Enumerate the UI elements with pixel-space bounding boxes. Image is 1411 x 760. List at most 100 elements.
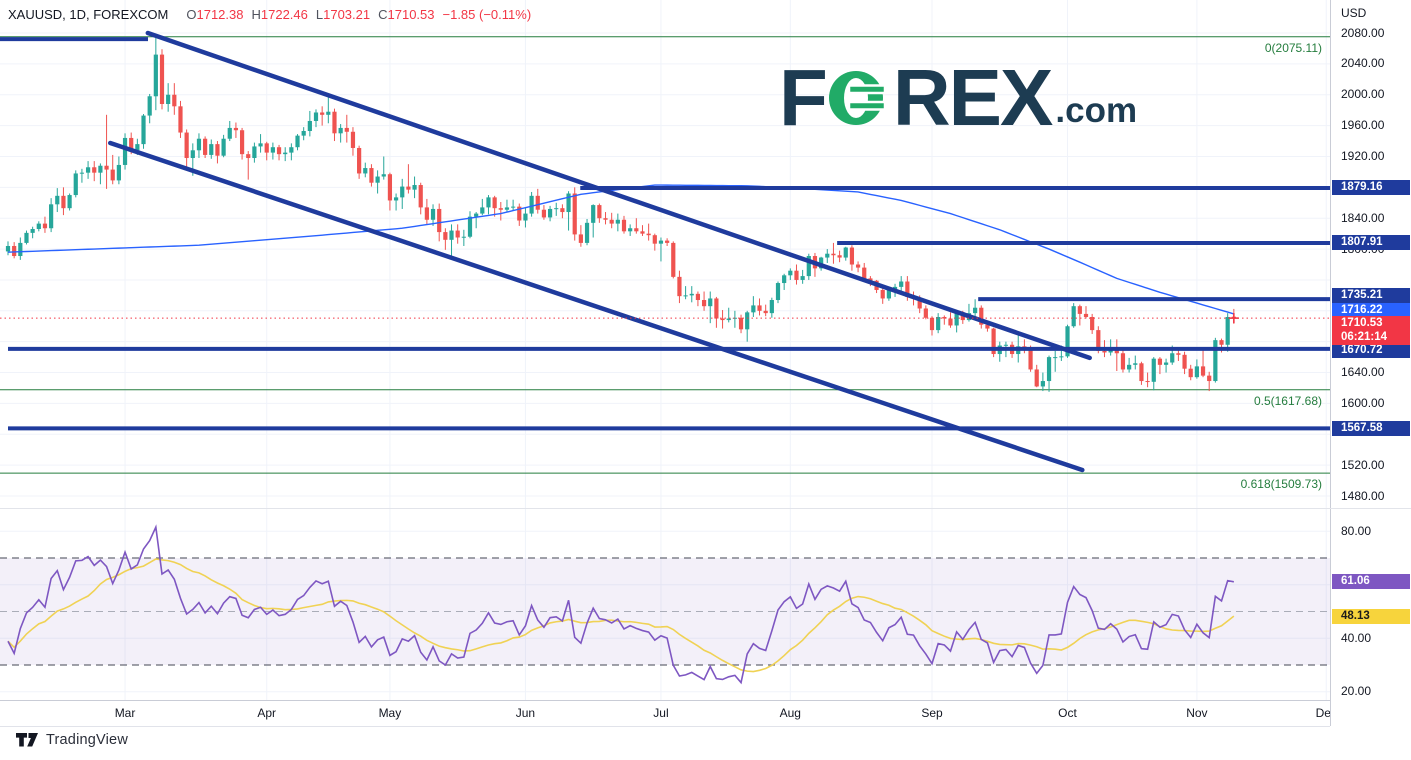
candle-body — [406, 186, 411, 190]
candle-body — [868, 278, 873, 281]
fib-level-label: 0(2075.11) — [1264, 40, 1322, 55]
candle-body — [1151, 358, 1156, 382]
candle-body — [5, 245, 11, 252]
candle-body — [849, 247, 855, 265]
price-level-badge: 1879.16 — [1332, 180, 1410, 196]
rsi-line[interactable] — [7, 524, 1234, 685]
month-label[interactable]: Oct — [1058, 706, 1077, 720]
price-level-badge: 1567.58 — [1332, 420, 1410, 436]
fib-level-label: 0.5(1617.68) — [1253, 393, 1322, 408]
candle-body — [270, 147, 275, 153]
price-scale-axis[interactable]: USD 2080.00 2040.00 2000.00 1960.00 1920.00 1… — [1330, 0, 1411, 726]
descending-trendline[interactable] — [108, 140, 1085, 473]
month-label[interactable]: Mar — [114, 706, 136, 720]
candle-body — [523, 213, 528, 221]
candle-body — [104, 165, 109, 170]
candle-body — [320, 112, 325, 115]
candle-body — [917, 297, 922, 309]
ohlc-prefix: H — [251, 7, 261, 22]
candle-body — [628, 228, 633, 232]
forex-com-watermark: F REX .com — [779, 58, 1137, 138]
last-price-badge: 1710.53 06:21:14 — [1332, 316, 1410, 346]
candle-body — [794, 270, 799, 280]
candle-body — [714, 298, 719, 319]
candle-body — [954, 312, 959, 326]
ohlc-prefix: L — [315, 7, 324, 22]
candle-body — [1102, 350, 1107, 353]
month-label[interactable]: Aug — [779, 706, 801, 720]
candle-body — [1163, 362, 1169, 365]
candle-body — [387, 174, 393, 201]
candle-body — [30, 229, 35, 233]
candle-body — [67, 195, 72, 209]
month-label[interactable]: Jul — [653, 706, 669, 720]
watermark-letter-f: F — [779, 53, 828, 142]
price-level-badge: 1670.72 — [1332, 343, 1410, 359]
candle-body — [1225, 316, 1230, 345]
month-label[interactable]: Apr — [257, 706, 277, 720]
candle-body — [338, 127, 343, 134]
candle-body — [116, 164, 121, 181]
tradingview-logo-icon[interactable] — [16, 733, 39, 747]
candle-body — [110, 169, 115, 181]
candle-body — [615, 219, 620, 224]
candle-body — [1182, 354, 1187, 369]
candle-body — [1133, 363, 1138, 365]
candle-body — [36, 223, 41, 230]
candle-body — [855, 264, 861, 268]
candle-body — [511, 206, 516, 208]
descending-trendline[interactable] — [145, 30, 1092, 361]
candle-body — [289, 147, 294, 153]
candle-body — [831, 253, 836, 256]
watermark-dot-com: .com — [1055, 91, 1138, 130]
candle-body — [504, 207, 510, 210]
month-label[interactable]: Dec — [1315, 706, 1330, 720]
candle-body — [646, 233, 651, 236]
candle-body — [671, 242, 676, 277]
candle-body — [1065, 326, 1070, 357]
month-label[interactable]: Nov — [1186, 706, 1208, 720]
candle-body — [652, 235, 657, 244]
candle-body — [720, 318, 725, 321]
candle-body — [738, 317, 744, 330]
candle-body — [591, 205, 596, 223]
candle-body — [344, 127, 349, 132]
candle-body — [233, 127, 239, 131]
month-label[interactable]: May — [378, 706, 402, 720]
footer: TradingView — [16, 732, 128, 748]
candle-body — [258, 143, 263, 147]
candle-body — [264, 143, 269, 153]
candle-body — [892, 286, 898, 290]
candle-body — [184, 132, 189, 159]
candle-body — [782, 275, 787, 284]
candle-body — [547, 208, 553, 218]
price-tick-label: 1480.00 — [1341, 488, 1385, 503]
month-label[interactable]: Sep — [921, 706, 943, 720]
candle-body — [665, 240, 670, 243]
ohlc-value: 1703.21 — [323, 7, 371, 22]
candle-body — [1176, 353, 1181, 355]
candle-body — [449, 230, 454, 240]
candle-body — [498, 208, 503, 210]
candle-body — [991, 328, 996, 355]
candle-body — [313, 112, 319, 121]
candle-body — [584, 222, 590, 243]
candle-body — [529, 195, 534, 214]
candle-body — [332, 111, 337, 134]
candle-body — [55, 195, 60, 205]
tradingview-brand-text[interactable]: TradingView — [46, 732, 128, 748]
candle-body — [769, 300, 774, 314]
month-label[interactable]: Jun — [515, 706, 536, 720]
candle-body — [190, 150, 195, 159]
candle-body — [412, 185, 417, 190]
pane-separator[interactable] — [0, 508, 1411, 509]
candle-body — [603, 218, 608, 220]
candle-body — [307, 120, 312, 132]
time-scale-axis[interactable]: Mar Apr May Jun Jul Aug Sep Oct Nov Dec — [0, 700, 1330, 727]
candle-body — [357, 147, 362, 174]
symbol-title[interactable]: XAUUSD, 1D, FOREXCOM — [8, 7, 169, 22]
rsi-ma-line[interactable] — [7, 558, 1235, 673]
candle-body — [301, 131, 306, 136]
price-tick-label: 1600.00 — [1341, 395, 1385, 410]
